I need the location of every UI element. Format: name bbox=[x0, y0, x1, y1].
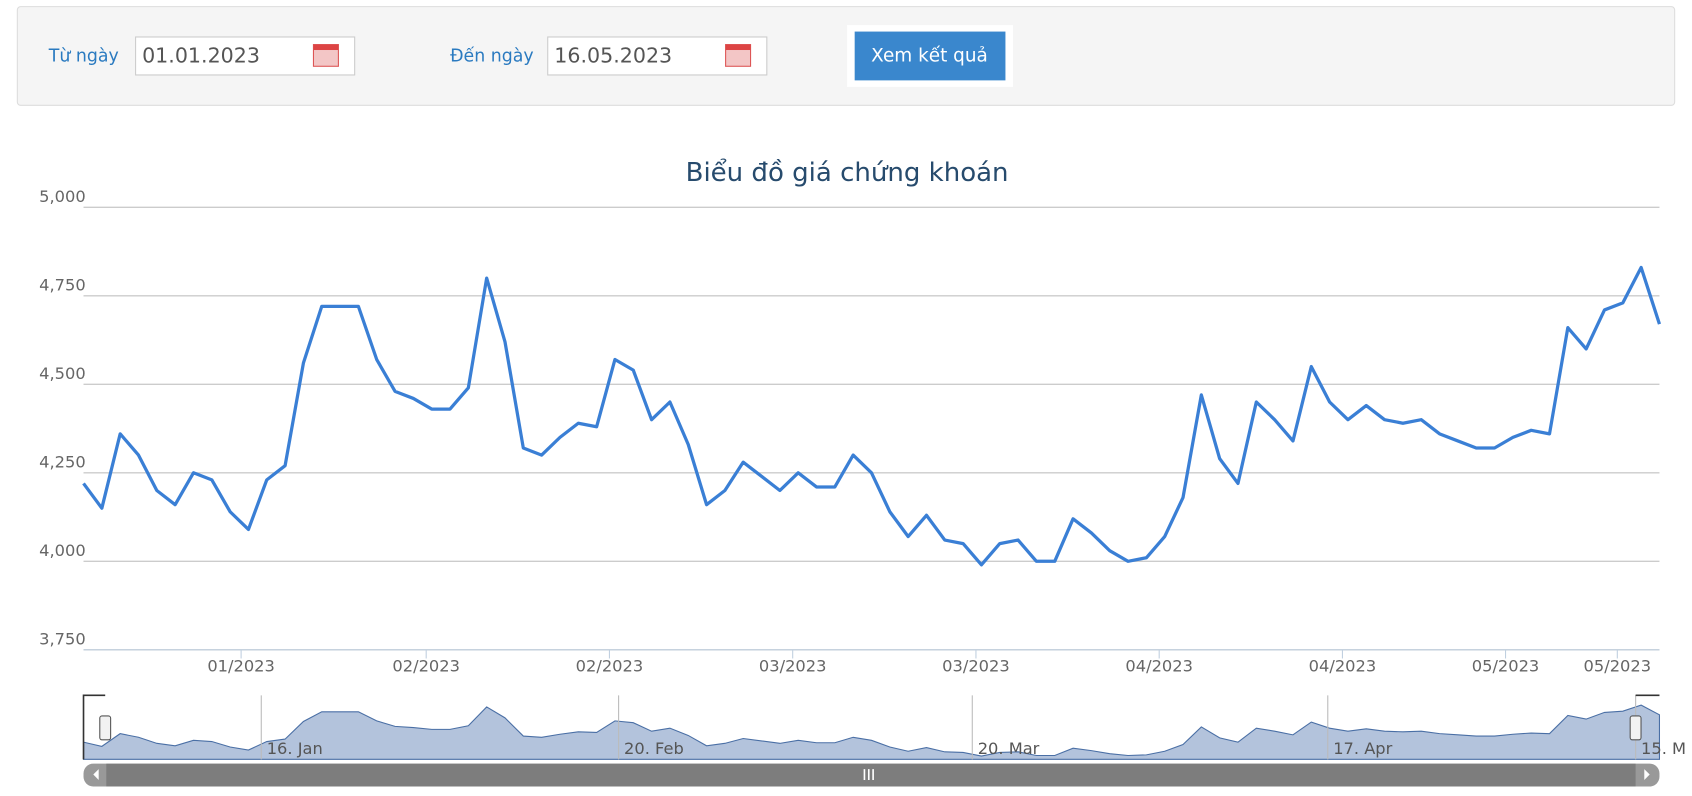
navigator-frame bbox=[82, 694, 1660, 760]
calendar-icon[interactable] bbox=[725, 44, 752, 67]
navigator-label: 16. Jan bbox=[267, 739, 323, 758]
y-tick-label: 4,500 bbox=[39, 364, 86, 383]
to-label: Đến ngày bbox=[450, 46, 534, 67]
x-tick-label: 05/2023 bbox=[1584, 657, 1652, 676]
scrollbar-thumb[interactable] bbox=[106, 763, 1636, 787]
navigator-area bbox=[82, 704, 1661, 760]
y-tick-label: 4,250 bbox=[39, 453, 86, 472]
x-tick-label: 05/2023 bbox=[1472, 657, 1540, 676]
to-value: 16.05.2023 bbox=[554, 44, 672, 68]
navigator-label: 20. Feb bbox=[624, 739, 684, 758]
x-tick-label: 04/2023 bbox=[1125, 657, 1193, 676]
navigator-label: 15. M bbox=[1641, 739, 1686, 758]
filter-panel bbox=[16, 6, 1676, 106]
y-tick-label: 4,000 bbox=[39, 541, 86, 560]
scroll-left[interactable] bbox=[93, 769, 99, 780]
x-tick-label: 04/2023 bbox=[1309, 657, 1377, 676]
x-tick-label: 03/2023 bbox=[759, 657, 827, 676]
navigator-label: 20. Mar bbox=[978, 739, 1040, 758]
from-value: 01.01.2023 bbox=[142, 44, 260, 68]
x-tick-label: 02/2023 bbox=[576, 657, 644, 676]
y-tick-label: 5,000 bbox=[39, 187, 86, 206]
from-label: Từ ngày bbox=[48, 47, 119, 67]
x-tick-label: 03/2023 bbox=[942, 657, 1010, 676]
x-tick-label: 01/2023 bbox=[207, 657, 275, 676]
price-line bbox=[82, 265, 1662, 567]
submit-button[interactable] bbox=[854, 31, 1006, 81]
x-tick-label: 02/2023 bbox=[392, 657, 460, 676]
y-tick-label: 3,750 bbox=[39, 630, 86, 649]
navigator-handle[interactable] bbox=[1629, 715, 1642, 741]
calendar-icon[interactable] bbox=[312, 44, 339, 67]
navigator-handle[interactable] bbox=[99, 715, 112, 741]
scroll-right[interactable] bbox=[1644, 769, 1650, 780]
submit-label: Xem kết quả bbox=[871, 46, 988, 67]
navigator-label: 17. Apr bbox=[1333, 739, 1392, 758]
plot: 3,750 4,000 4,250 4,500 4,750 5,000 01/2023 02/… bbox=[39, 187, 1686, 787]
scroll-grip bbox=[863, 769, 874, 780]
y-tick-label: 4,750 bbox=[39, 276, 86, 295]
chart-title: Biểu đồ giá chứng khoán bbox=[686, 157, 1009, 188]
